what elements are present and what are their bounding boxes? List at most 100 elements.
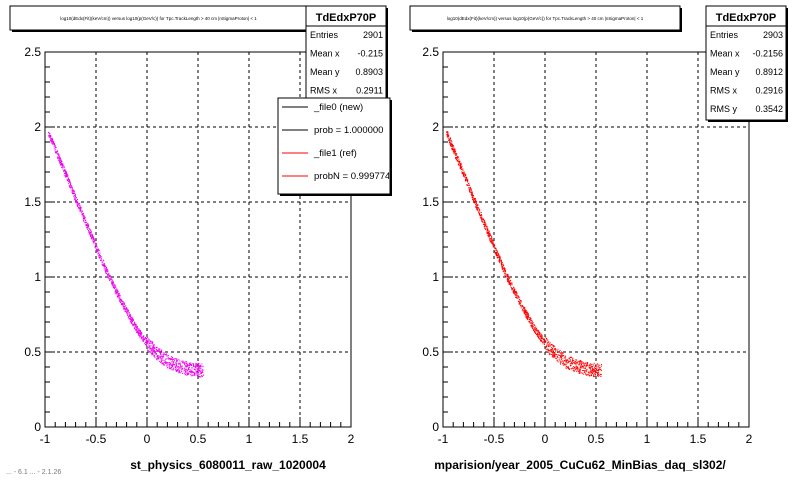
data-point — [163, 356, 165, 358]
data-point — [590, 374, 592, 376]
data-point — [576, 370, 578, 372]
data-point — [555, 353, 557, 355]
data-point — [587, 362, 589, 363]
data-point — [52, 140, 54, 142]
data-point — [88, 230, 90, 232]
data-point — [158, 348, 160, 350]
data-point — [90, 233, 92, 235]
data-point — [524, 310, 526, 312]
data-point — [460, 165, 462, 167]
data-point — [103, 268, 105, 270]
data-point — [484, 222, 486, 223]
data-point — [531, 325, 533, 327]
data-point — [108, 272, 110, 274]
data-point — [594, 365, 596, 366]
data-point — [529, 319, 531, 321]
data-point — [551, 344, 553, 346]
data-point — [137, 331, 139, 333]
data-point — [141, 337, 143, 339]
legend-label: _file1 (ref) — [313, 148, 357, 159]
data-point — [65, 169, 67, 171]
data-point — [452, 148, 454, 150]
data-point — [548, 344, 550, 346]
data-point — [52, 141, 54, 142]
data-point — [549, 343, 551, 345]
data-point — [161, 359, 163, 361]
data-point — [526, 314, 528, 316]
data-point — [520, 304, 522, 306]
data-point — [503, 271, 505, 273]
data-point — [490, 240, 492, 242]
data-point — [103, 265, 105, 267]
data-point — [124, 307, 125, 309]
data-point — [591, 374, 592, 376]
x-axis-label: st_physics_6080011_raw_1020004 — [130, 458, 326, 472]
data-point — [187, 373, 189, 375]
data-point — [119, 301, 121, 302]
data-point — [476, 203, 477, 205]
data-point — [533, 329, 535, 331]
data-point — [149, 345, 151, 347]
data-point — [122, 304, 124, 306]
data-point — [517, 297, 519, 299]
data-point — [163, 364, 165, 366]
data-point — [537, 330, 539, 332]
data-point — [160, 354, 162, 355]
data-point — [499, 256, 501, 258]
data-point — [64, 172, 66, 174]
data-point — [477, 205, 479, 207]
data-point — [196, 374, 198, 376]
data-point — [53, 142, 55, 144]
data-point — [112, 286, 114, 288]
data-point — [66, 173, 68, 175]
data-point — [113, 288, 115, 289]
data-point — [48, 135, 50, 136]
stats-name: TdEdxP70P — [316, 12, 377, 24]
data-point — [145, 344, 147, 346]
y-tick-label: 0.5 — [422, 345, 439, 359]
data-point — [562, 364, 564, 366]
data-point — [550, 350, 552, 352]
data-point — [512, 290, 514, 292]
data-point — [103, 266, 105, 267]
data-point — [113, 285, 115, 287]
data-point — [106, 273, 108, 275]
data-point — [93, 236, 94, 238]
data-point — [118, 293, 120, 295]
data-point — [471, 192, 473, 194]
data-point — [576, 366, 578, 368]
data-point — [535, 328, 537, 330]
data-point — [152, 353, 154, 355]
data-point — [572, 358, 574, 360]
data-point — [92, 241, 94, 243]
data-point — [193, 369, 195, 370]
data-point — [144, 342, 146, 344]
data-point — [60, 163, 62, 165]
data-point — [480, 211, 482, 213]
data-point — [486, 232, 488, 234]
data-point — [77, 199, 78, 200]
data-point — [95, 249, 97, 251]
data-point — [545, 341, 547, 343]
data-point — [67, 176, 69, 178]
data-point — [63, 170, 65, 172]
data-point — [590, 364, 592, 366]
data-point — [582, 373, 584, 375]
data-point — [142, 340, 144, 342]
data-point — [177, 369, 179, 371]
data-point — [531, 324, 533, 326]
data-point — [56, 150, 58, 152]
data-point — [509, 280, 511, 281]
data-point — [140, 338, 142, 340]
data-point — [574, 369, 576, 371]
data-point — [68, 184, 70, 186]
data-point — [458, 160, 460, 162]
data-point — [475, 206, 477, 208]
data-point — [127, 309, 129, 311]
data-point — [455, 158, 457, 160]
data-point — [598, 366, 600, 368]
data-point — [57, 157, 59, 159]
data-point — [57, 153, 58, 155]
data-point — [59, 156, 60, 158]
data-point — [178, 371, 180, 373]
